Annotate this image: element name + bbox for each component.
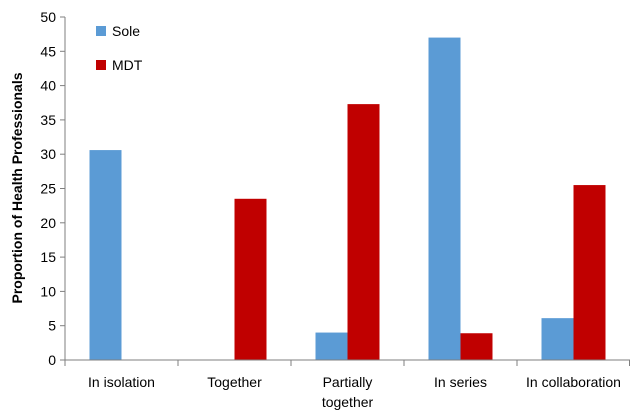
y-tick-label: 45	[40, 43, 56, 59]
legend-label-mdt: MDT	[112, 57, 143, 73]
y-tick-label: 0	[48, 352, 56, 368]
bar-sole-2	[315, 332, 348, 360]
y-axis: 0 5 10 15 20 25 30 35 40 45 50	[40, 9, 66, 368]
y-tick-label: 10	[40, 283, 56, 299]
legend-swatch-sole	[96, 26, 106, 36]
y-tick-label: 15	[40, 249, 56, 265]
legend: Sole MDT	[96, 23, 143, 73]
x-tick-label: In series	[434, 374, 487, 390]
y-tick-label: 30	[40, 146, 56, 162]
legend-swatch-mdt	[96, 60, 106, 70]
x-tick-label: In isolation	[88, 374, 155, 390]
bar-mdt-2	[347, 104, 380, 360]
y-tick-label: 25	[40, 181, 56, 197]
x-tick-label: In collaboration	[526, 374, 621, 390]
bar-mdt-4	[573, 185, 606, 360]
x-tick-label: Together	[207, 374, 262, 390]
y-axis-title: Proportion of Health Professionals	[9, 72, 25, 303]
y-tick-label: 35	[40, 112, 56, 128]
bar-mdt-1	[234, 198, 267, 360]
y-tick-label: 40	[40, 78, 56, 94]
x-tick-label: Partially together	[322, 374, 374, 410]
legend-label-sole: Sole	[112, 23, 140, 39]
plot-area	[89, 37, 606, 360]
y-tick-label: 50	[40, 9, 56, 25]
bar-sole-0	[89, 150, 122, 360]
bar-sole-4	[541, 318, 574, 360]
bar-sole-3	[428, 37, 461, 360]
x-axis: In isolation Together Partially together In …	[64, 359, 630, 410]
bar-mdt-3	[460, 333, 493, 360]
y-tick-label: 5	[48, 318, 56, 334]
y-tick-label: 20	[40, 215, 56, 231]
